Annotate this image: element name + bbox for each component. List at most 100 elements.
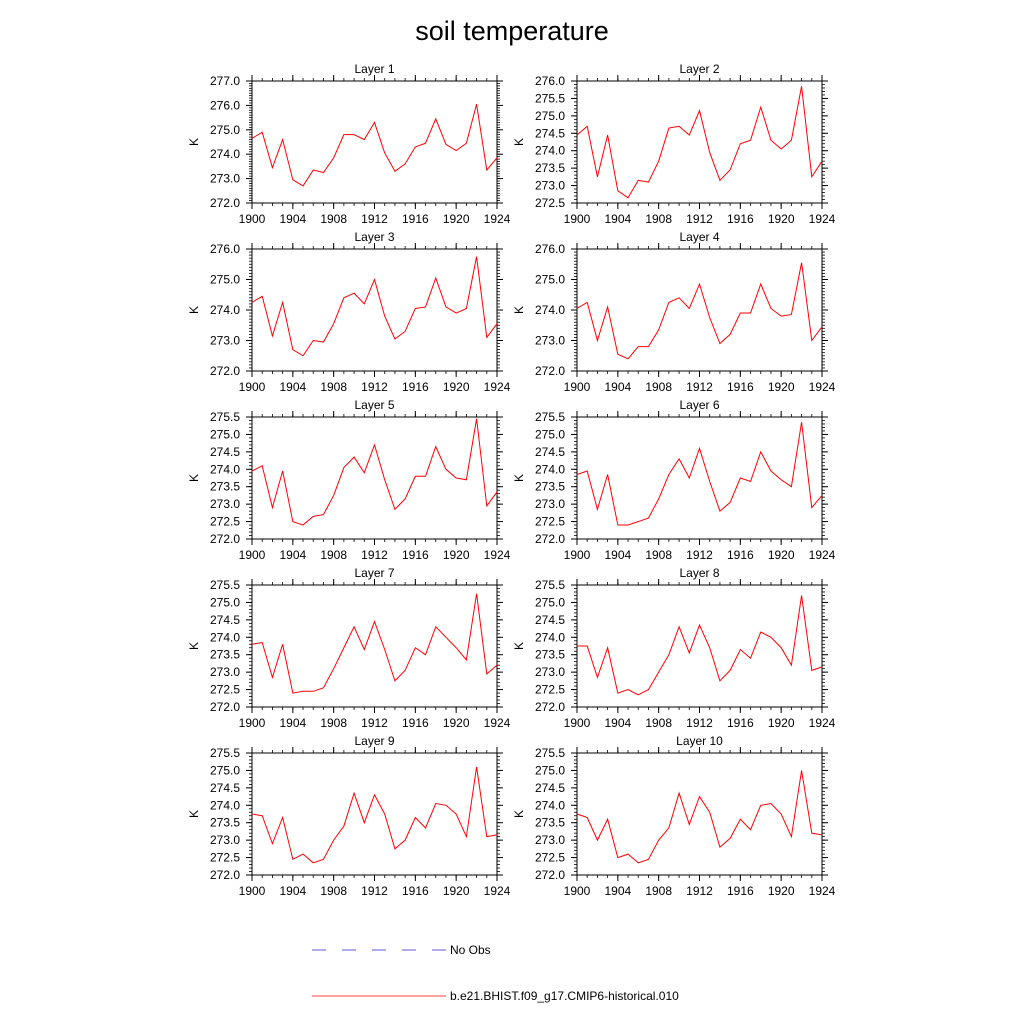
y-tick-label: 275.0 [210,427,240,441]
y-tick-label: 275.0 [535,763,565,777]
x-tick-label: 1924 [484,212,511,226]
y-tick-label: 275.5 [535,578,565,592]
legend-label-no-obs: No Obs [450,943,491,957]
x-tick-label: 1912 [361,884,388,898]
x-tick-label: 1924 [484,884,511,898]
y-axis-label: K [187,306,201,314]
x-tick-label: 1916 [727,548,754,562]
y-tick-label: 277.0 [210,74,240,88]
panel-title: Layer 10 [676,734,723,748]
x-tick-label: 1916 [727,380,754,394]
y-tick-label: 272.5 [535,515,565,529]
x-tick-label: 1904 [279,548,306,562]
x-tick-label: 1904 [279,716,306,730]
panel-title: Layer 1 [354,62,394,76]
x-tick-label: 1916 [727,884,754,898]
y-tick-label: 273.0 [535,833,565,847]
chart-panel-layer-6: Layer 6 K 272.0 272.5 273.0 273.5 274.0 274.5 27… [512,398,836,562]
x-tick-label: 1912 [361,548,388,562]
y-axis-label: K [512,474,526,482]
plot-frame [251,248,498,372]
y-axis-label: K [187,138,201,146]
x-tick-label: 1924 [809,716,836,730]
y-tick-label: 275.0 [535,595,565,609]
x-tick-label: 1912 [361,716,388,730]
y-axis-label: K [187,474,201,482]
x-tick-label: 1920 [443,380,470,394]
y-tick-label: 275.5 [535,410,565,424]
chart-panel-layer-4: Layer 4 K 272.0 273.0 274.0 275.0 276.0 1900 190… [512,230,836,394]
plot-frame [251,584,498,708]
x-tick-label: 1904 [279,380,306,394]
y-tick-label: 274.0 [535,630,565,644]
x-tick-label: 1924 [809,884,836,898]
x-tick-label: 1900 [564,380,591,394]
x-tick-label: 1920 [768,212,795,226]
chart-panel-layer-3: Layer 3 K 272.0 273.0 274.0 275.0 276.0 1900 190… [187,230,511,394]
x-tick-label: 1924 [484,716,511,730]
chart-panel-layer-10: Layer 10 K 272.0 272.5 273.0 273.5 274.0 274.5 2… [512,734,836,898]
panel-title: Layer 8 [679,566,719,580]
y-tick-label: 275.0 [210,123,240,137]
x-tick-label: 1908 [645,212,672,226]
plot-frame [576,416,823,540]
y-tick-label: 274.5 [535,781,565,795]
panel-title: Layer 5 [354,398,394,412]
panel-title: Layer 3 [354,230,394,244]
y-tick-label: 274.5 [210,445,240,459]
x-tick-label: 1912 [361,212,388,226]
x-tick-label: 1924 [809,548,836,562]
x-tick-label: 1920 [443,716,470,730]
x-tick-label: 1920 [768,380,795,394]
x-tick-label: 1904 [604,548,631,562]
chart-panel-layer-7: Layer 7 K 272.0 272.5 273.0 273.5 274.0 274.5 27… [187,566,511,730]
plot-frame [251,416,498,540]
panel-title: Layer 6 [679,398,719,412]
y-tick-label: 275.5 [210,578,240,592]
y-tick-label: 276.0 [535,242,565,256]
y-tick-label: 275.0 [535,273,565,287]
y-tick-label: 273.0 [210,334,240,348]
x-tick-label: 1908 [645,380,672,394]
y-tick-label: 276.0 [535,74,565,88]
x-tick-label: 1900 [564,212,591,226]
x-tick-label: 1916 [402,212,429,226]
y-tick-label: 275.5 [535,91,565,105]
y-tick-label: 274.0 [210,462,240,476]
x-tick-label: 1920 [443,212,470,226]
panel-title: Layer 2 [679,62,719,76]
x-tick-label: 1912 [686,716,713,730]
x-tick-label: 1912 [686,380,713,394]
plot-frame [576,248,823,372]
series-line [251,104,498,187]
y-tick-label: 274.5 [535,126,565,140]
y-tick-label: 275.0 [210,595,240,609]
x-tick-label: 1900 [564,884,591,898]
x-tick-label: 1904 [604,380,631,394]
series-line [576,262,823,360]
x-tick-label: 1912 [686,884,713,898]
y-tick-label: 274.0 [210,798,240,812]
x-tick-label: 1900 [239,884,266,898]
y-tick-label: 275.5 [210,410,240,424]
x-tick-label: 1916 [402,716,429,730]
y-tick-label: 273.5 [535,816,565,830]
y-tick-label: 274.0 [535,144,565,158]
x-tick-label: 1904 [279,212,306,226]
y-tick-label: 273.0 [535,497,565,511]
y-axis-label: K [512,810,526,818]
chart-panel-layer-8: Layer 8 K 272.0 272.5 273.0 273.5 274.0 274.5 27… [512,566,836,730]
x-tick-label: 1924 [809,212,836,226]
x-tick-label: 1916 [402,884,429,898]
y-tick-label: 274.0 [535,462,565,476]
panel-title: Layer 4 [679,230,719,244]
x-tick-label: 1920 [443,884,470,898]
y-axis-label: K [187,642,201,650]
y-tick-label: 273.0 [535,334,565,348]
x-tick-label: 1904 [604,212,631,226]
x-tick-label: 1908 [320,884,347,898]
x-tick-label: 1912 [686,548,713,562]
y-tick-label: 272.5 [210,683,240,697]
plot-frame [251,752,498,876]
chart-panel-layer-5: Layer 5 K 272.0 272.5 273.0 273.5 274.0 274.5 27… [187,398,511,562]
